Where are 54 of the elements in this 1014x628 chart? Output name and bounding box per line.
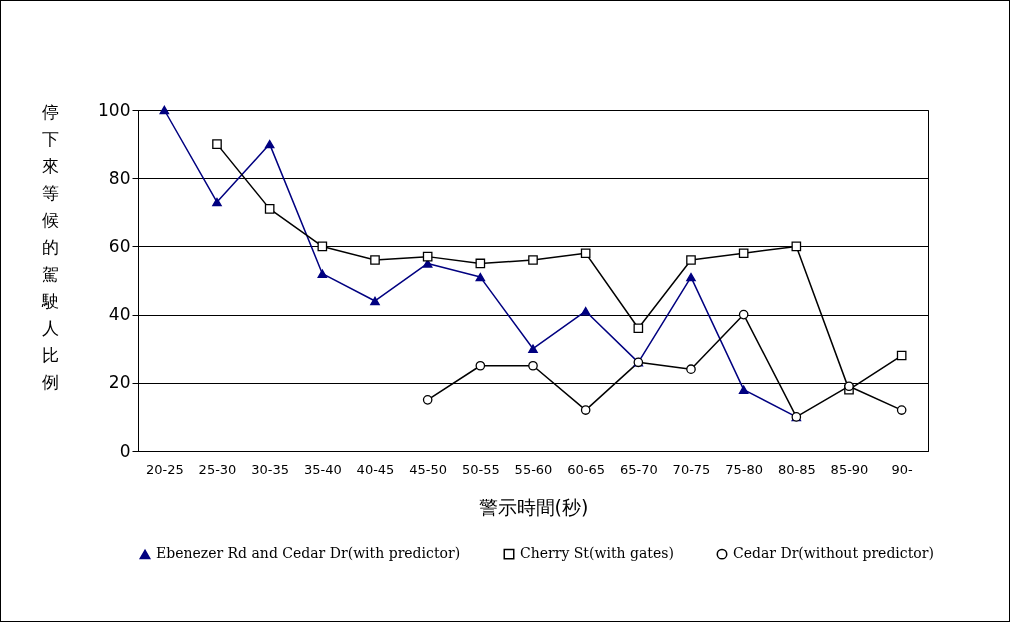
point <box>370 255 380 265</box>
point <box>738 309 749 320</box>
point <box>686 272 696 282</box>
point <box>264 139 275 149</box>
x-tick-label: 80-85 <box>777 461 816 477</box>
y-tick-label: 40 <box>108 304 131 325</box>
legend-label: Ebenezer Rd and Cedar Dr(with predictor) <box>156 545 461 562</box>
x-tick-label: 55-60 <box>514 461 553 477</box>
point <box>264 204 275 214</box>
x-tick-label: 40-45 <box>356 461 395 477</box>
point <box>212 197 222 207</box>
point <box>738 248 749 259</box>
point <box>528 360 538 371</box>
point <box>686 255 696 265</box>
legend-label: Cedar Dr(without predictor) <box>733 545 934 562</box>
point <box>422 259 433 268</box>
point <box>528 344 538 353</box>
x-tick-label: 20-25 <box>145 461 184 477</box>
point <box>159 105 170 115</box>
y-tick-label: 100 <box>98 99 131 120</box>
text: 停下來等候的駕駛人比例 <box>42 101 59 392</box>
x-tick-label: 30-35 <box>251 461 290 477</box>
y-tick-label: 0 <box>119 440 131 461</box>
point <box>896 405 907 415</box>
x-tick-label: 35-40 <box>303 461 342 477</box>
point <box>633 323 644 334</box>
point <box>422 251 433 262</box>
point <box>580 405 591 415</box>
x-tick-label: 45-50 <box>409 461 448 477</box>
point <box>580 306 591 316</box>
point <box>528 255 538 265</box>
x-tick-label: 25-30 <box>198 461 237 477</box>
point <box>896 350 907 361</box>
x-tick-label: 70-75 <box>672 461 711 477</box>
legend-label: Cherry St(with gates) <box>520 545 674 562</box>
point <box>475 360 486 371</box>
point <box>212 139 222 149</box>
y-tick-label: 80 <box>108 167 131 188</box>
x-tick-label: 75-80 <box>725 461 764 477</box>
point <box>317 269 328 278</box>
x-tick-label: 60-65 <box>567 461 606 477</box>
point <box>738 385 749 394</box>
x-tick-label: 85-90 <box>830 461 869 477</box>
x-tick-label: 90- <box>891 461 914 477</box>
point <box>475 272 486 282</box>
point <box>370 296 380 306</box>
x-tick-label: 65-70 <box>619 461 658 477</box>
x-axis-title: 警示時間(秒) <box>478 495 589 518</box>
point <box>686 364 696 374</box>
y-tick-label: 20 <box>108 372 131 393</box>
point <box>422 395 433 405</box>
y-tick-label: 60 <box>108 235 131 256</box>
x-tick-label: 50-55 <box>461 461 500 477</box>
point <box>580 248 591 259</box>
